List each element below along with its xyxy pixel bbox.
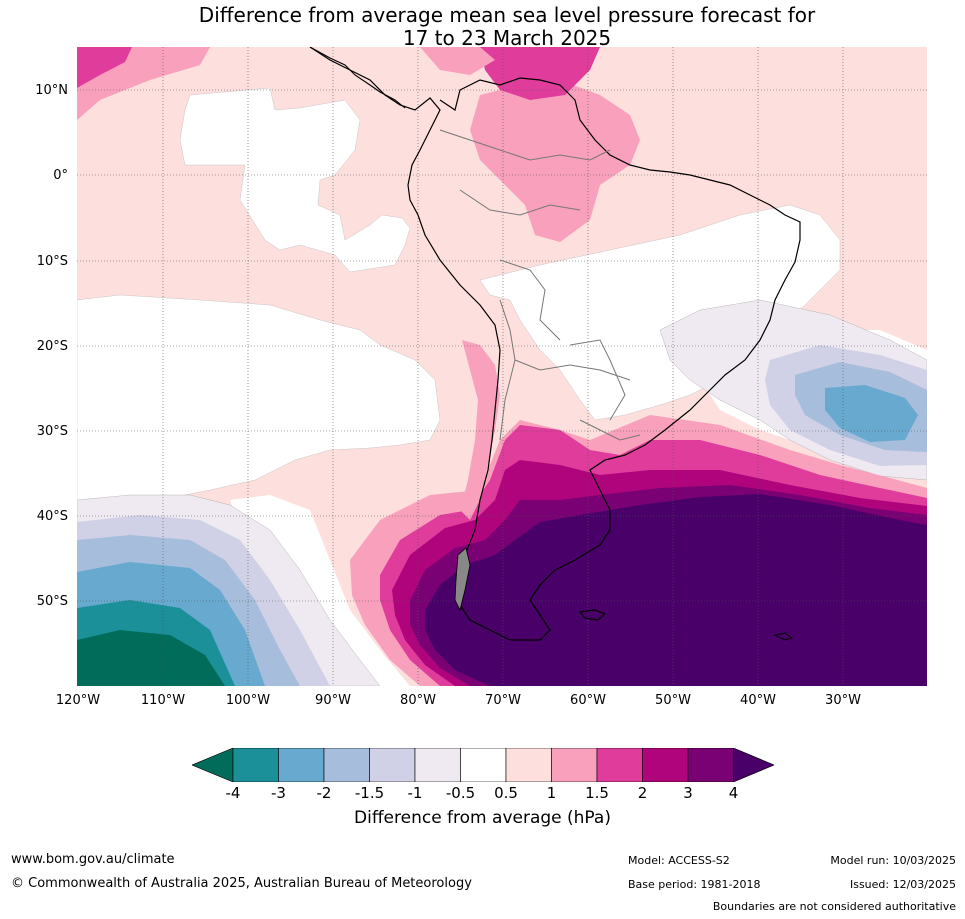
pos-anomaly-north-sa-1-5 xyxy=(480,47,600,100)
lat-label-30s: 30°S xyxy=(36,424,68,439)
colorbar-seg-6 xyxy=(460,748,507,782)
lon-label-30w: 30°W xyxy=(825,693,861,708)
map-title: Difference from average mean sea level p… xyxy=(0,4,965,50)
neutral-area-east-pacific xyxy=(179,87,411,273)
lat-label-50s: 50°S xyxy=(36,594,68,609)
lon-label-50w: 50°W xyxy=(655,693,691,708)
footer-model-run: Model run: 10/03/2025 xyxy=(830,854,956,867)
colorbar-label-neg2: -2 xyxy=(316,784,332,802)
colorbar-seg-3 xyxy=(323,748,370,782)
footer-base-period: Base period: 1981-2018 xyxy=(628,878,761,891)
lat-label-10s: 10°S xyxy=(36,254,68,269)
colorbar-label-neg0-5: -0.5 xyxy=(445,784,476,802)
pos-anomaly-south-4 xyxy=(425,494,927,686)
colorbar-seg-9 xyxy=(596,748,643,782)
lon-label-60w: 60°W xyxy=(570,693,606,708)
colorbar-label-3: 3 xyxy=(683,784,693,802)
colorbar-label-1: 1 xyxy=(546,784,557,802)
colorbar-label-neg3: -3 xyxy=(271,784,286,802)
colorbar-seg-8 xyxy=(551,748,598,782)
neutral-area-south-pacific-2 xyxy=(150,345,350,430)
colorbar-label-0-5: 0.5 xyxy=(494,784,518,802)
graticule xyxy=(77,47,927,686)
colorbar-extend-low xyxy=(192,748,234,782)
pos-anomaly-north-sa-1 xyxy=(470,80,640,242)
colorbar-label-neg4: -4 xyxy=(225,784,241,802)
lat-label-20s: 20°S xyxy=(36,339,68,354)
chile-islands xyxy=(454,547,471,612)
lat-label-0: 0° xyxy=(53,168,68,183)
colorbar-seg-5 xyxy=(414,748,461,782)
title-line-1: Difference from average mean sea level p… xyxy=(198,3,816,27)
neg-anomaly-pacific-4 xyxy=(77,630,225,686)
colorbar-extend-high xyxy=(733,748,774,782)
lon-label-100w: 100°W xyxy=(225,693,271,708)
title-line-2: 17 to 23 March 2025 xyxy=(402,26,612,50)
lon-label-120w: 120°W xyxy=(55,693,101,708)
lon-label-80w: 80°W xyxy=(400,693,436,708)
lon-label-40w: 40°W xyxy=(740,693,776,708)
colorbar-label-1-5: 1.5 xyxy=(585,784,609,802)
lat-label-40s: 40°S xyxy=(36,509,68,524)
lon-label-110w: 110°W xyxy=(140,693,186,708)
colorbar-seg-2 xyxy=(278,748,325,782)
colorbar-seg-4 xyxy=(369,748,416,782)
colorbar-label-2: 2 xyxy=(637,784,648,802)
pos-anomaly-chile-strip xyxy=(460,340,500,520)
neg-anomaly-atlantic-2 xyxy=(825,385,918,442)
colorbar-seg-11 xyxy=(687,748,734,782)
footer-disclaimer: Boundaries are not considered authoritat… xyxy=(712,900,956,913)
colorbar-label-neg1-5: -1.5 xyxy=(354,784,385,802)
falkland-islands xyxy=(578,609,607,621)
colorbar-seg-10 xyxy=(642,748,689,782)
pos-anomaly-caribbean-1 xyxy=(420,47,495,75)
south-georgia xyxy=(773,632,794,641)
colorbar-label-neg1: -1 xyxy=(407,784,423,802)
footer-issued: Issued: 12/03/2025 xyxy=(849,878,956,891)
coastline-central-america xyxy=(309,47,406,109)
colorbar-title: Difference from average (hPa) xyxy=(354,808,611,828)
lat-label-10n: 10°N xyxy=(35,83,68,98)
colorbar-seg-7 xyxy=(505,748,552,782)
footer-model: Model: ACCESS-S2 xyxy=(628,854,730,867)
pressure-anomaly-map xyxy=(77,47,927,686)
colorbar-label-4: 4 xyxy=(728,784,739,802)
pos-anomaly-nw-1-5 xyxy=(77,47,132,88)
footer-website[interactable]: www.bom.gov.au/climate xyxy=(11,852,175,867)
lon-label-70w: 70°W xyxy=(485,693,521,708)
colorbar-seg-1 xyxy=(232,748,279,782)
colorbar xyxy=(192,748,774,782)
coastline-south-america xyxy=(309,47,801,641)
country-borders xyxy=(439,129,641,441)
lon-label-90w: 90°W xyxy=(315,693,351,708)
footer-copyright: © Commonwealth of Australia 2025, Austra… xyxy=(11,876,472,891)
